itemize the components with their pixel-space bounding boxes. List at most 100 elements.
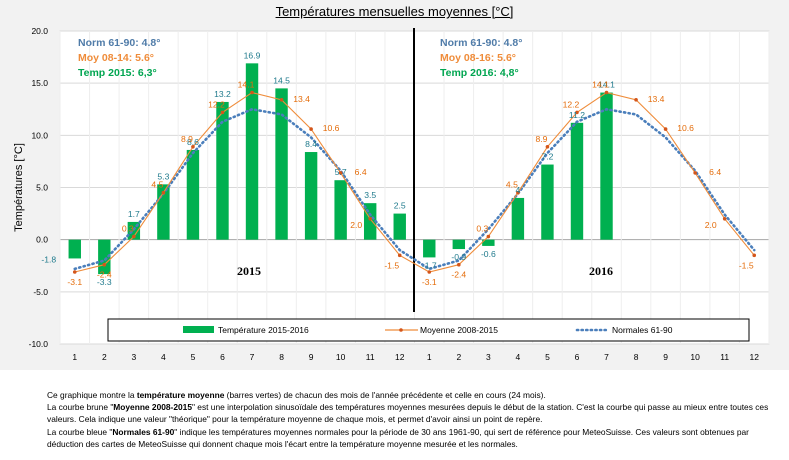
temperature-bar xyxy=(245,63,259,240)
stats-panel-2015: Norm 61-90: 4.8° Moy 08-14: 5.6° Temp 2015… xyxy=(78,36,160,81)
moyenne-point xyxy=(604,90,609,95)
temperature-bar xyxy=(363,203,377,240)
x-tick-label: 6 xyxy=(575,352,580,362)
x-tick-label: 11 xyxy=(720,352,729,362)
moyenne-point xyxy=(191,145,195,149)
moyenne-point xyxy=(279,98,284,102)
chart-svg: 20.0 15.0 10.0 5.0 0.0 -5.0 -10.0 Températures … xyxy=(13,26,770,370)
legend-swatch-moyenne-point xyxy=(399,328,403,332)
y-tick-label: -10.0 xyxy=(29,339,49,349)
moyenne-point xyxy=(427,270,432,274)
moyenne-point xyxy=(486,234,491,239)
x-tick-label: 10 xyxy=(690,352,700,362)
bar-value-label: -0.6 xyxy=(481,249,496,259)
moyenne-value-label: 10.6 xyxy=(677,123,694,133)
moyenne-point xyxy=(102,262,107,267)
moyenne-point xyxy=(575,110,579,115)
bar-value-label: -3.3 xyxy=(97,277,112,287)
stats-2016-line-0: Norm 61-90: 4.8° xyxy=(440,37,523,49)
moyenne-value-label: 2.0 xyxy=(350,220,362,230)
moyenne-value-label: 4.5 xyxy=(506,180,518,190)
bar-value-label: 5.3 xyxy=(157,171,169,181)
bar-value-label: 3.5 xyxy=(364,190,376,200)
x-tick-label: 10 xyxy=(336,352,346,362)
bar-value-label: 2.5 xyxy=(394,201,406,211)
chart-title: Températures mensuelles moyennes [°C] xyxy=(275,4,514,19)
x-tick-label: 8 xyxy=(634,352,639,362)
bar-value-label: 8.4 xyxy=(305,139,317,149)
x-tick-label: 7 xyxy=(250,352,255,362)
x-tick-label: 3 xyxy=(131,352,136,362)
moyenne-value-label: 14.1 xyxy=(592,80,609,90)
x-tick-label: 1 xyxy=(72,352,77,362)
moyenne-value-label: 12.2 xyxy=(208,99,225,109)
legend-label-moyenne: Moyenne 2008-2015 xyxy=(420,325,498,335)
x-tick-label: 2 xyxy=(456,352,461,362)
stats-2015-line-2: Temp 2015: 6,3° xyxy=(78,67,157,79)
temperature-bar xyxy=(452,239,466,250)
y-axis-label: Températures [°C] xyxy=(13,143,25,232)
legend: Température 2015-2016 Moyenne 2008-2015 No… xyxy=(107,318,750,342)
bar-value-label: 8.6 xyxy=(187,137,199,147)
temperature-bar xyxy=(600,92,613,240)
moyenne-point xyxy=(752,253,757,258)
x-axis-label: Mois xyxy=(402,369,426,370)
moyenne-point xyxy=(457,262,461,267)
temperature-bar xyxy=(334,180,347,240)
y-tick-label: 5.0 xyxy=(36,183,48,193)
y-tick-label: 10.0 xyxy=(31,130,48,140)
bar-value-label: 11.2 xyxy=(569,110,585,120)
bar-value-label: 14.1 xyxy=(598,80,615,90)
moyenne-value-label: 8.9 xyxy=(181,134,193,144)
bar-value-label: -1.7 xyxy=(422,260,437,270)
moyenne-value-label: 8.9 xyxy=(535,134,547,144)
moyenne-point xyxy=(338,171,343,175)
stats-2015-line-1: Moy 08-14: 5.6° xyxy=(78,52,154,64)
caption-line-3: La courbe bleue "Normales 61-90" indique… xyxy=(47,426,749,449)
y-tick-label: -5.0 xyxy=(33,287,48,297)
moyenne-value-label: 14.1 xyxy=(238,80,255,90)
temperature-bar xyxy=(511,197,525,240)
x-tick-label: 4 xyxy=(161,352,166,362)
y-tick-label: 0.0 xyxy=(36,235,48,245)
caption-line-1: Ce graphique montre la température moyen… xyxy=(47,390,546,400)
x-tick-label: 2 xyxy=(102,352,107,362)
moyenne-point xyxy=(693,171,697,175)
x-tick-label: 3 xyxy=(486,352,491,362)
stats-2016-line-2: Temp 2016: 4,8° xyxy=(440,67,519,79)
x-tick-label: 11 xyxy=(366,352,375,362)
moyenne-value-label: 13.4 xyxy=(293,94,310,104)
x-tick-label: 6 xyxy=(220,352,225,362)
temperature-bar xyxy=(186,149,200,240)
moyenne-value-label: 6.4 xyxy=(355,167,367,177)
moyenne-point xyxy=(250,90,254,95)
legend-label-normales: Normales 61-90 xyxy=(612,325,673,335)
moyenne-value-label: 0.3 xyxy=(476,224,488,234)
bar-value-label: 16.9 xyxy=(244,50,261,60)
moyenne-point xyxy=(722,217,727,221)
moyenne-point xyxy=(663,127,668,131)
moyenne-value-label: -3.1 xyxy=(422,277,437,287)
moyenne-point xyxy=(516,190,520,195)
normales-line xyxy=(73,107,756,271)
x-tick-label: 4 xyxy=(516,352,521,362)
x-tick-label: 7 xyxy=(604,352,609,362)
temperature-bar xyxy=(393,213,406,240)
x-tick-label: 12 xyxy=(749,352,759,362)
moyenne-value-label: 10.6 xyxy=(323,123,340,133)
legend-swatch-bars xyxy=(183,326,214,333)
temperature-bar xyxy=(275,88,288,240)
stats-2015-line-0: Norm 61-90: 4.8° xyxy=(78,37,161,49)
moyenne-value-label: 12.2 xyxy=(563,99,580,109)
legend-box xyxy=(107,318,750,342)
bar-value-label: 1.7 xyxy=(128,209,140,219)
temperature-bar xyxy=(68,239,81,259)
moyenne-line xyxy=(74,91,755,273)
bar-value-label: 14.5 xyxy=(273,75,290,85)
legend-label-bars: Température 2015-2016 xyxy=(218,325,309,335)
stats-2016-line-1: Moy 08-16: 5.6° xyxy=(440,52,516,64)
x-tick-label: 1 xyxy=(427,352,432,362)
moyenne-point xyxy=(397,253,402,258)
moyenne-value-label: -3.1 xyxy=(67,277,82,287)
moyenne-value-label: -1.5 xyxy=(384,260,399,270)
